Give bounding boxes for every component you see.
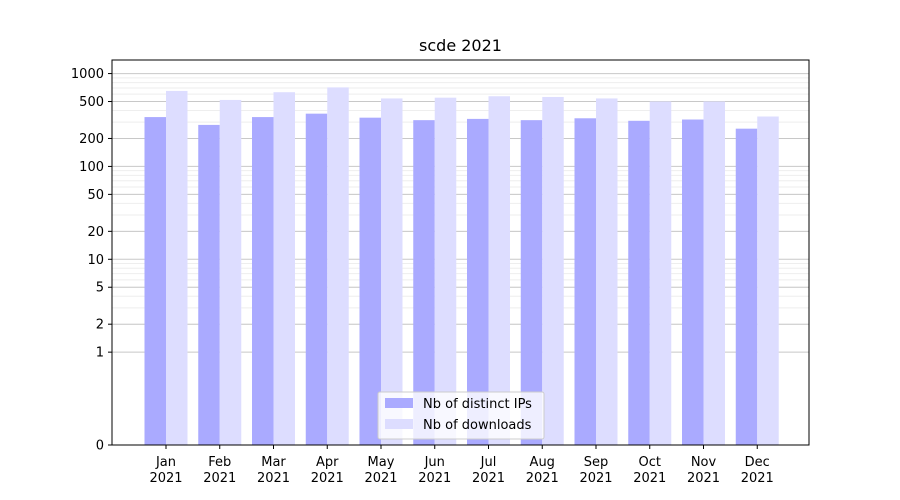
bar-distinct-ips-jun bbox=[413, 120, 435, 446]
bar-distinct-ips-feb bbox=[198, 124, 220, 446]
bar-distinct-ips-nov bbox=[682, 119, 704, 445]
bar-distinct-ips-sep bbox=[574, 118, 596, 446]
x-tick-label-year: 2021 bbox=[203, 471, 236, 486]
bar-downloads-jul bbox=[488, 96, 510, 445]
bar-downloads-feb bbox=[219, 99, 242, 445]
x-tick-label-year: 2021 bbox=[418, 471, 451, 486]
y-tick-label: 100 bbox=[79, 160, 104, 175]
bar-distinct-ips-jul bbox=[467, 118, 489, 445]
x-tick-label-month: Sep bbox=[584, 455, 609, 470]
bar-distinct-ips-aug bbox=[520, 120, 543, 446]
x-tick-label-month: Oct bbox=[639, 455, 661, 470]
bar-distinct-ips-apr bbox=[305, 113, 328, 445]
x-tick-label-month: Nov bbox=[691, 455, 717, 470]
y-tick-label: 500 bbox=[79, 95, 104, 110]
bar-distinct-ips-may bbox=[359, 117, 381, 446]
bar-distinct-ips-jan bbox=[144, 117, 166, 445]
x-tick-label-month: Aug bbox=[530, 455, 555, 470]
x-tick-label-year: 2021 bbox=[633, 471, 666, 486]
y-tick-label: 50 bbox=[87, 188, 104, 203]
plot-frame bbox=[111, 59, 810, 446]
y-tick-label: 1000 bbox=[71, 67, 104, 82]
y-axis-ticks: 0 1 2 5 10 20 50 100 200 500 1000 bbox=[71, 67, 112, 454]
legend-swatch-distinct-ips bbox=[385, 398, 413, 408]
bar-downloads-apr bbox=[327, 87, 349, 446]
legend-frame bbox=[377, 391, 545, 440]
y-tick-label: 1 bbox=[96, 346, 104, 361]
x-tick-label-month: Jun bbox=[424, 455, 445, 470]
x-tick-label-year: 2021 bbox=[472, 471, 505, 486]
legend: Nb of distinct IPs Nb of downloads bbox=[377, 391, 545, 440]
x-tick-label-month: Jan bbox=[155, 455, 176, 470]
y-tick-label: 10 bbox=[87, 253, 104, 268]
y-tick-label: 20 bbox=[87, 225, 104, 240]
bar-downloads-nov bbox=[703, 101, 725, 446]
bars bbox=[144, 87, 779, 446]
bar-downloads-oct bbox=[649, 101, 672, 446]
bar-downloads-aug bbox=[542, 96, 564, 445]
y-tick-label: 2 bbox=[96, 318, 104, 333]
y-tick-label: 0 bbox=[96, 439, 104, 454]
x-axis-ticks: Jan2021Feb2021Mar2021Apr2021May2021Jun20… bbox=[149, 445, 774, 486]
x-tick-label-year: 2021 bbox=[579, 471, 612, 486]
bar-distinct-ips-oct bbox=[628, 120, 650, 445]
x-tick-label-year: 2021 bbox=[149, 471, 182, 486]
x-tick-label-month: Dec bbox=[745, 455, 770, 470]
x-tick-label-year: 2021 bbox=[257, 471, 290, 486]
y-tick-label: 5 bbox=[96, 281, 104, 296]
bar-distinct-ips-mar bbox=[252, 117, 274, 445]
x-tick-label-month: Feb bbox=[208, 455, 231, 470]
bar-downloads-may bbox=[381, 98, 403, 445]
x-tick-label-year: 2021 bbox=[526, 471, 559, 486]
x-tick-label-year: 2021 bbox=[687, 471, 720, 486]
bar-downloads-mar bbox=[273, 92, 295, 445]
bar-downloads-jun bbox=[434, 97, 457, 446]
bar-distinct-ips-dec bbox=[735, 128, 758, 445]
legend-label-distinct-ips: Nb of distinct IPs bbox=[423, 397, 532, 412]
x-tick-label-month: Apr bbox=[316, 455, 339, 470]
bar-downloads-sep bbox=[596, 98, 618, 445]
chart-title: scde 2021 bbox=[419, 36, 502, 55]
x-tick-label-year: 2021 bbox=[311, 471, 344, 486]
x-tick-label-year: 2021 bbox=[364, 471, 397, 486]
y-tick-label: 200 bbox=[79, 132, 104, 147]
bar-downloads-jan bbox=[166, 90, 188, 445]
x-tick-label-month: May bbox=[368, 455, 395, 470]
legend-swatch-downloads bbox=[385, 419, 413, 429]
legend-label-downloads: Nb of downloads bbox=[423, 418, 532, 433]
x-tick-label-month: Jul bbox=[480, 455, 497, 470]
x-tick-label-year: 2021 bbox=[741, 471, 774, 486]
x-tick-label-month: Mar bbox=[261, 455, 286, 470]
bar-downloads-dec bbox=[757, 116, 779, 446]
